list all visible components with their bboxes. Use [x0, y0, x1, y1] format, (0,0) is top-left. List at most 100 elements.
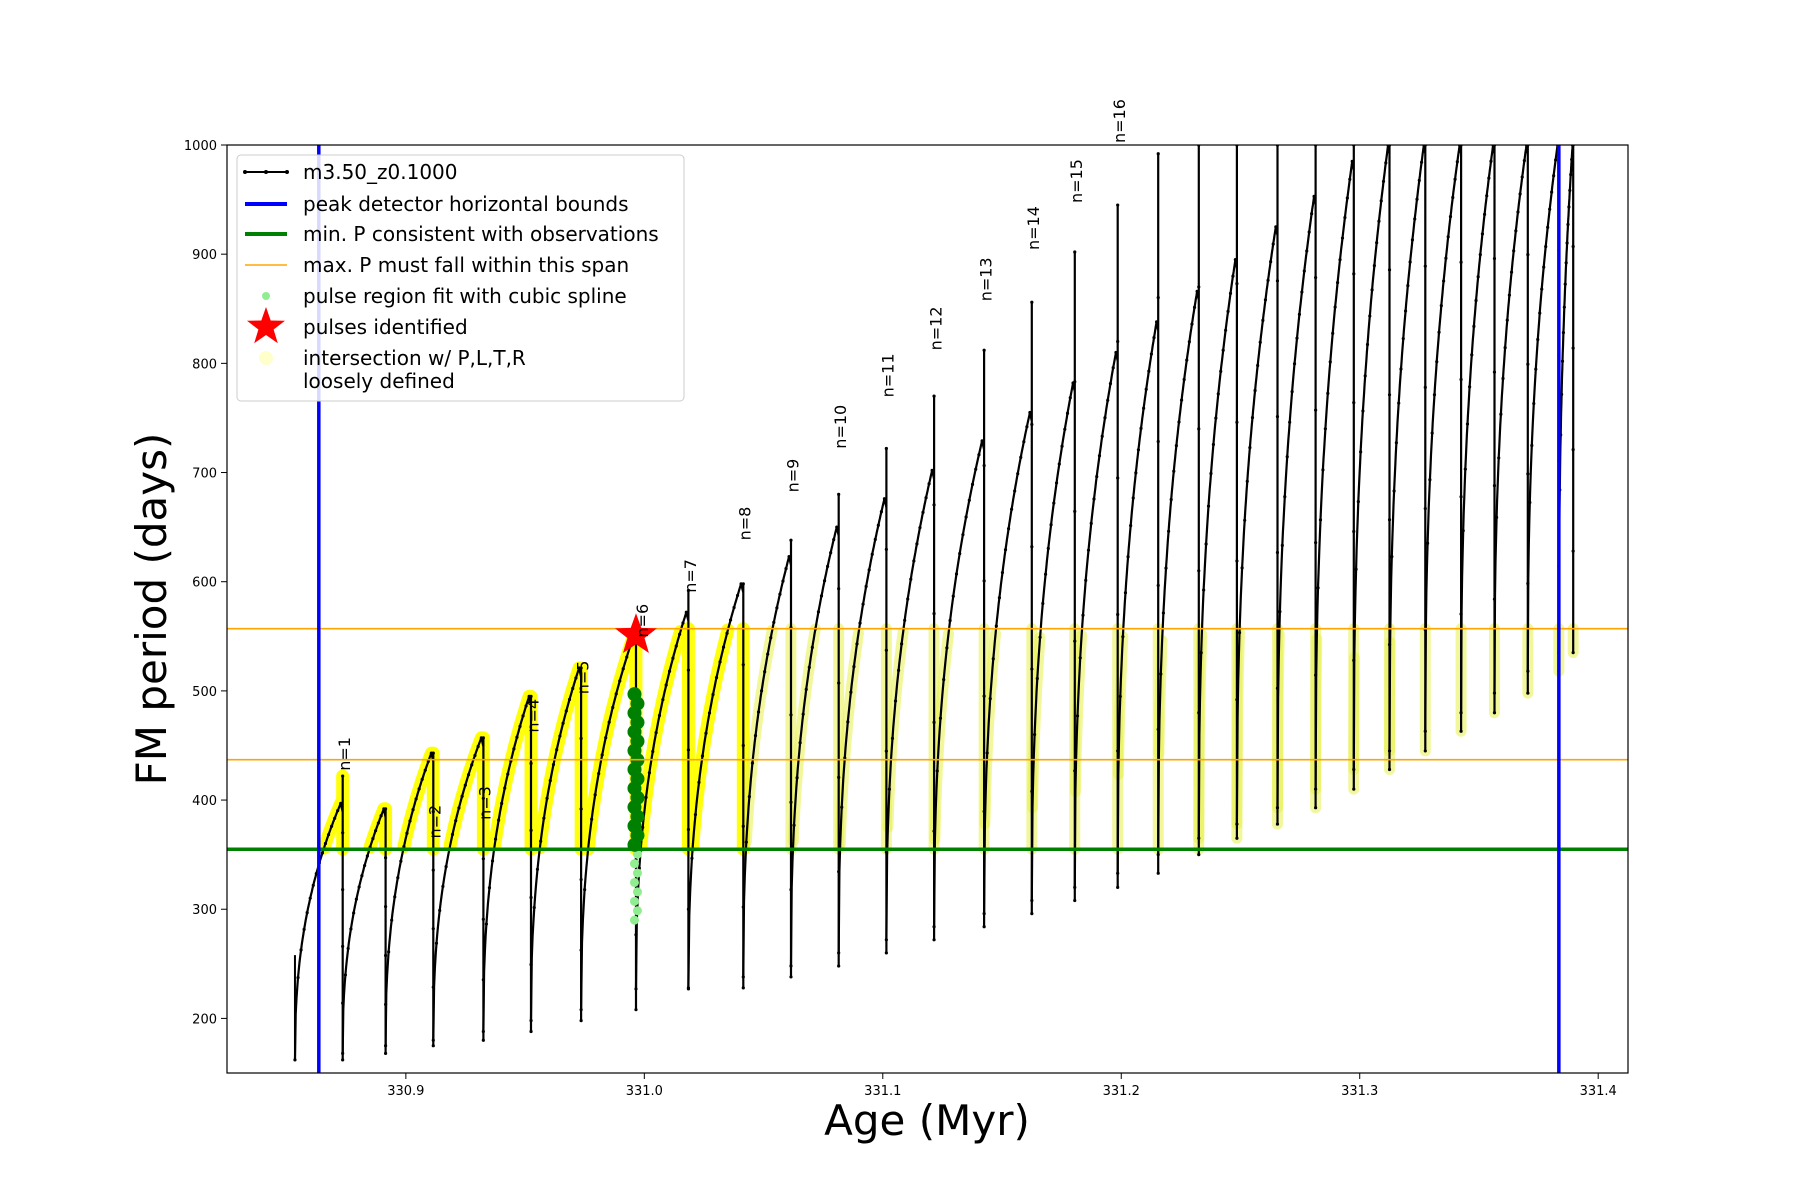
track-point: [1522, 159, 1526, 163]
track-point: [1321, 468, 1325, 472]
track-point: [1123, 591, 1128, 595]
track-point: [819, 594, 824, 598]
track-point: [1569, 173, 1573, 177]
track-point: [1030, 898, 1034, 903]
track-point: [1419, 160, 1424, 164]
track-point: [1052, 501, 1056, 505]
track-point: [1492, 711, 1497, 715]
track-point: [545, 796, 549, 800]
track-point: [932, 611, 936, 616]
track-point: [346, 946, 350, 951]
legend-swatch: [264, 170, 268, 174]
track-point: [951, 594, 955, 598]
pulse-label: n=2: [426, 805, 445, 839]
track-point: [1190, 322, 1194, 326]
track-point: [1136, 448, 1141, 452]
track-point: [1478, 253, 1482, 257]
track-point: [1003, 548, 1008, 552]
track-point: [352, 911, 356, 915]
track-point: [431, 927, 435, 931]
pulse-label: n=13: [977, 257, 996, 301]
track-point: [365, 854, 369, 858]
track-point: [1526, 691, 1530, 695]
track-point: [1290, 390, 1294, 394]
track-point: [804, 687, 808, 691]
spline-point: [629, 896, 639, 906]
track-point: [837, 587, 841, 591]
track-point: [1197, 569, 1201, 573]
track-point: [326, 833, 331, 837]
track-point: [1216, 392, 1220, 396]
track-point: [1571, 651, 1575, 655]
track-point: [681, 621, 685, 625]
track-point: [539, 839, 543, 843]
track-point: [1030, 912, 1034, 916]
track-point: [1065, 411, 1070, 415]
track-point: [1356, 499, 1360, 504]
track-point: [1423, 749, 1427, 753]
track-point: [1280, 543, 1284, 548]
track-point: [1228, 291, 1233, 295]
track-point: [1010, 507, 1014, 511]
track-point: [664, 683, 668, 687]
track-point: [1108, 382, 1113, 386]
track-point: [1559, 392, 1564, 397]
track-point: [1204, 542, 1208, 546]
track-point: [1468, 385, 1472, 389]
track-point: [837, 964, 841, 968]
track-point: [1192, 305, 1197, 309]
track-point: [657, 713, 662, 718]
track-point: [829, 551, 833, 555]
track-point: [1428, 478, 1432, 482]
track-point: [1169, 497, 1173, 502]
track-point: [323, 841, 328, 846]
track-point: [1097, 454, 1102, 458]
track-point: [481, 857, 485, 861]
track-point: [1442, 279, 1446, 283]
legend-swatch: [259, 351, 273, 365]
track-point: [789, 975, 793, 979]
track-point: [1352, 529, 1356, 534]
track-point: [1512, 249, 1516, 253]
model-track: [1276, 145, 1317, 808]
track-point: [1235, 822, 1239, 826]
track-point: [1530, 443, 1534, 448]
track-point: [1063, 427, 1067, 431]
track-point: [1381, 179, 1386, 184]
track-point: [1514, 229, 1518, 233]
track-point: [1154, 320, 1159, 324]
track-point: [1258, 340, 1262, 344]
track-point: [1211, 442, 1216, 447]
track-point: [1295, 336, 1299, 340]
track-point: [1423, 385, 1427, 389]
track-point: [1331, 331, 1335, 335]
track-point: [1275, 822, 1280, 826]
track-point: [1489, 159, 1493, 163]
y-tick-label: 200: [192, 1012, 217, 1027]
track-point: [329, 824, 334, 828]
model-track: [1157, 145, 1200, 855]
track-point: [948, 618, 952, 623]
model-track: [933, 349, 986, 927]
track-point: [1444, 256, 1448, 260]
track-point: [431, 751, 435, 755]
track-point: [1536, 337, 1540, 342]
track-point: [704, 731, 708, 735]
model-track: [837, 447, 888, 953]
track-point: [1030, 300, 1034, 304]
track-point: [982, 694, 986, 698]
track-point: [876, 523, 880, 527]
track-point: [1552, 174, 1556, 178]
track-point: [932, 394, 936, 398]
track-point: [1387, 393, 1392, 397]
track-point: [1567, 205, 1571, 209]
model-track: [1460, 145, 1496, 713]
track-point: [1179, 398, 1184, 402]
track-point: [1275, 806, 1280, 810]
track-point: [991, 657, 995, 661]
track-point: [879, 510, 884, 514]
track-point: [641, 825, 645, 829]
track-point: [383, 905, 388, 909]
track-point: [611, 705, 615, 710]
track-point: [725, 631, 729, 635]
